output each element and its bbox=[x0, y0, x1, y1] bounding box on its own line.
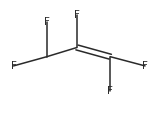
Text: F: F bbox=[142, 61, 148, 71]
Text: F: F bbox=[107, 86, 113, 96]
Text: F: F bbox=[44, 17, 50, 27]
Text: F: F bbox=[11, 61, 16, 71]
Text: F: F bbox=[74, 10, 80, 20]
